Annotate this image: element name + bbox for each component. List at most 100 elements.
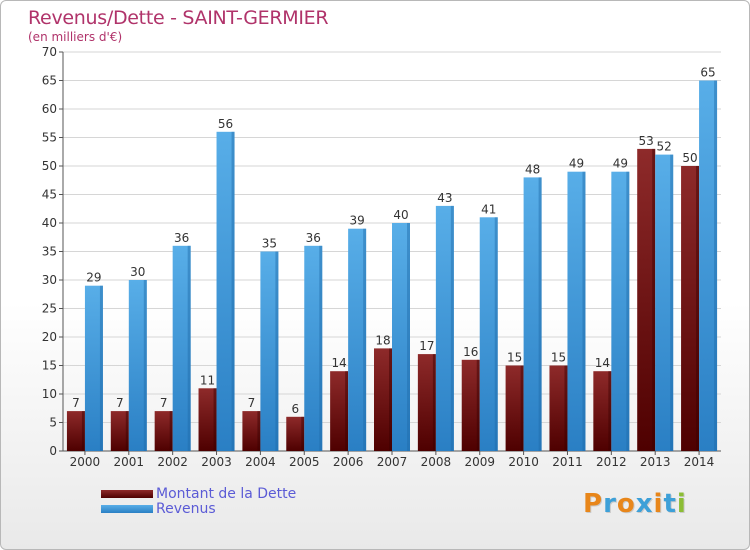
data-label-revenue: 36: [174, 231, 189, 245]
bar-revenue-shade: [143, 280, 147, 451]
bar-debt: [374, 348, 392, 451]
x-tick-label: 2002: [157, 455, 188, 469]
bar-revenue: [392, 223, 410, 451]
data-label-revenue: 52: [657, 140, 672, 154]
bar-debt-shade: [125, 411, 129, 451]
bar-debt-shade: [345, 371, 349, 451]
bar-revenue-shade: [450, 205, 454, 451]
data-label-revenue: 36: [306, 231, 321, 245]
y-tick-label: 65: [42, 74, 57, 88]
bar-debt: [66, 411, 85, 451]
legend-swatch-debt: [101, 490, 153, 498]
logo-letter: t: [663, 489, 677, 519]
x-tick-label: 2009: [464, 455, 495, 469]
bar-debt: [198, 388, 217, 451]
chart-title: Revenus/Dette - SAINT-GERMIER: [28, 7, 329, 29]
data-label-debt: 53: [639, 134, 654, 148]
bar-revenue-shade: [670, 154, 674, 451]
bar-revenue-shade: [363, 228, 367, 451]
bar-debt-shade: [476, 359, 480, 451]
logo-letter: x: [635, 489, 654, 519]
bar-debt: [110, 411, 129, 451]
bar-debt: [154, 411, 173, 451]
y-tick-label: 5: [49, 416, 57, 430]
data-label-revenue: 43: [437, 191, 452, 205]
data-label-revenue: 39: [349, 214, 364, 228]
x-tick-label: 2006: [333, 455, 364, 469]
x-tick-label: 2013: [640, 455, 671, 469]
legend-label-debt: Montant de la Dette: [156, 486, 297, 502]
y-tick-label: 25: [42, 302, 57, 316]
bar-revenue: [84, 285, 103, 451]
data-label-debt: 7: [248, 396, 256, 410]
data-label-debt: 50: [682, 151, 697, 165]
proxiti-logo: Proxiti: [583, 489, 687, 519]
y-tick-label: 15: [42, 359, 57, 373]
data-label-debt: 15: [551, 351, 566, 365]
y-tick-label: 0: [49, 444, 57, 458]
bar-revenue: [304, 245, 323, 451]
x-tick-label: 2011: [552, 455, 583, 469]
data-label-debt: 11: [200, 373, 215, 387]
bar-revenue-shade: [319, 245, 323, 451]
bar-debt-shade: [564, 365, 568, 451]
logo-letter: i: [676, 489, 687, 519]
bar-debt-shade: [213, 388, 217, 451]
bar-debt: [505, 365, 524, 451]
bar-debt-shade: [520, 365, 524, 451]
y-tick-label: 35: [42, 245, 57, 259]
logo-letter: r: [603, 489, 617, 519]
bar-debt: [242, 411, 261, 451]
bar-revenue-shade: [714, 80, 718, 451]
x-tick-label: 2010: [508, 455, 539, 469]
data-label-debt: 18: [375, 333, 390, 347]
bar-revenue: [260, 251, 279, 451]
logo-letter: P: [583, 489, 604, 519]
bar-debt-shade: [81, 411, 85, 451]
data-label-revenue: 56: [218, 117, 233, 131]
data-label-debt: 14: [331, 356, 346, 370]
bar-revenue-shade: [582, 171, 586, 451]
bar-debt: [637, 148, 656, 451]
bar-debt-shade: [696, 166, 700, 451]
data-label-debt: 17: [419, 339, 434, 353]
x-tick-label: 2003: [201, 455, 232, 469]
y-tick-label: 55: [42, 131, 57, 145]
logo-letter: i: [653, 489, 664, 519]
bar-debt: [549, 365, 568, 451]
data-label-debt: 14: [595, 356, 610, 370]
x-tick-label: 2014: [684, 455, 715, 469]
bar-debt: [593, 371, 612, 451]
x-tick-label: 2004: [245, 455, 276, 469]
bar-revenue: [435, 205, 454, 451]
bar-revenue-shade: [99, 285, 103, 451]
bar-revenue-shade: [494, 217, 498, 451]
bar-debt-shade: [608, 371, 612, 451]
bar-revenue: [611, 171, 630, 451]
bar-revenue: [348, 228, 367, 451]
bar-debt: [417, 354, 436, 451]
bar-revenue: [128, 280, 147, 451]
data-label-debt: 6: [291, 402, 299, 416]
data-label-debt: 7: [116, 396, 124, 410]
y-tick-label: 40: [42, 216, 57, 230]
data-label-debt: 7: [160, 396, 168, 410]
bar-revenue-shade: [275, 251, 279, 451]
x-tick-label: 2001: [114, 455, 145, 469]
x-tick-label: 2007: [377, 455, 408, 469]
bar-debt: [330, 371, 349, 451]
bar-debt: [681, 166, 700, 451]
data-label-debt: 16: [463, 345, 478, 359]
y-tick-label: 60: [42, 102, 57, 116]
bar-revenue-shade: [538, 177, 542, 451]
x-tick-label: 2005: [289, 455, 320, 469]
data-label-revenue: 30: [130, 265, 145, 279]
data-label-revenue: 65: [700, 66, 715, 80]
bar-debt-shade: [169, 411, 173, 451]
legend-swatch-revenue: [101, 505, 153, 513]
bar-debt-shade: [432, 354, 436, 451]
bar-revenue: [216, 131, 235, 452]
x-tick-label: 2000: [70, 455, 101, 469]
